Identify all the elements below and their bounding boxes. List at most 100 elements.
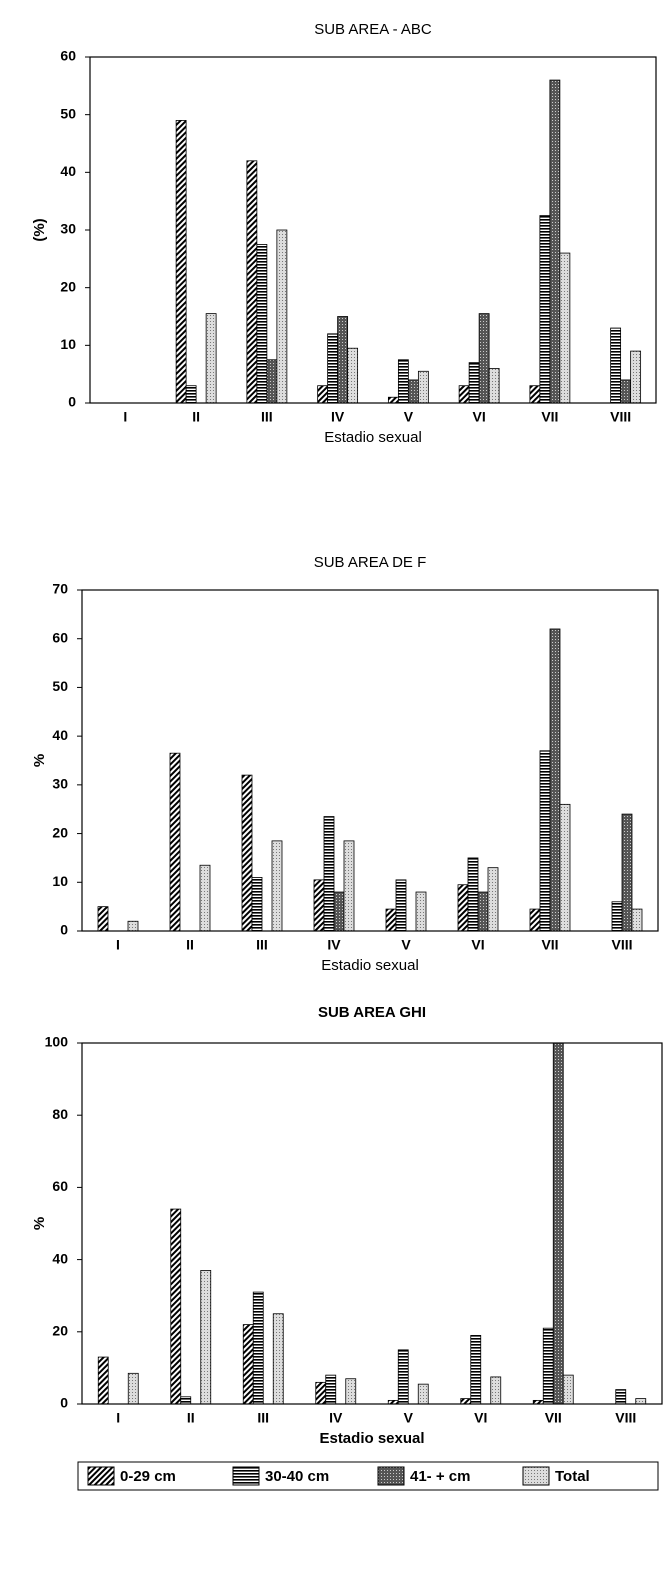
bar [97,906,109,932]
chart-title: SUB AREA DE F [314,554,427,571]
x-tick-label: II [192,409,200,425]
bar [542,1327,554,1405]
bar [552,1042,564,1405]
legend-swatch [377,1466,405,1486]
bar [621,813,633,932]
bar [529,908,541,932]
bar [325,1374,337,1405]
bar [397,1349,409,1405]
bar [470,1335,482,1405]
x-axis-label: Estadio sexual [324,429,422,446]
y-tick-label: 30 [60,221,76,237]
y-axis-label: (%) [31,218,48,241]
bar [313,879,325,932]
bar [415,891,427,932]
y-tick-label: 20 [52,824,68,840]
bar [630,350,642,404]
bar [169,752,181,932]
y-tick-label: 70 [52,581,68,597]
bar [397,359,409,404]
bar [246,160,258,404]
bar [478,313,490,404]
bar [251,877,263,932]
bar [395,879,407,932]
x-axis-label: Estadio sexual [319,1430,424,1447]
bar [242,1324,254,1405]
y-tick-label: 30 [52,776,68,792]
bar [199,864,211,932]
y-tick-label: 20 [60,278,76,294]
y-tick-label: 20 [52,1323,68,1339]
bar [611,901,623,932]
bar [175,120,187,404]
bar [458,385,470,404]
bar [345,1378,357,1405]
x-tick-label: V [404,409,414,425]
bar [337,316,349,404]
bar [549,79,561,404]
bar [127,1372,139,1405]
bar [343,840,355,932]
legend-label: 0-29 cm [120,1468,176,1485]
bar [347,347,359,404]
bar [170,1208,182,1405]
y-tick-label: 0 [68,394,76,410]
y-tick-label: 10 [52,873,68,889]
y-axis-label: % [31,754,48,767]
bar [317,385,329,404]
bar [327,333,339,404]
legend-swatch [232,1466,260,1486]
bar [620,379,632,404]
x-tick-label: III [256,937,268,953]
bar [241,774,253,932]
bar [559,803,571,932]
bar [185,385,197,404]
bar [487,867,499,932]
x-tick-label: VI [471,937,484,953]
x-tick-label: II [186,937,194,953]
bar [315,1381,327,1405]
y-tick-label: 40 [52,727,68,743]
x-tick-label: VII [545,1410,562,1426]
y-tick-label: 40 [52,1250,68,1266]
x-axis-label: Estadio sexual [321,957,419,974]
bar [467,857,479,932]
bar [333,891,345,932]
legend-swatch [87,1466,115,1486]
bar [266,359,278,404]
x-tick-label: I [116,1410,120,1426]
x-tick-label: VII [541,409,558,425]
bar [539,215,551,404]
x-tick-label: V [401,937,411,953]
plot-frame [81,1042,663,1405]
bar [477,891,489,932]
bar [272,1313,284,1405]
bar [127,920,139,932]
bar [323,816,335,932]
x-tick-label: I [123,409,127,425]
bar [276,229,288,404]
bar [417,370,429,404]
x-tick-label: IV [329,1410,343,1426]
x-tick-label: I [116,937,120,953]
bar [468,362,480,404]
bar [635,1398,647,1405]
x-tick-label: VI [474,1410,487,1426]
x-tick-label: III [261,409,273,425]
bar [562,1374,574,1405]
y-tick-label: 0 [60,1395,68,1411]
bar [385,908,397,932]
y-tick-label: 60 [52,629,68,645]
y-tick-label: 60 [60,48,76,64]
x-tick-label: VIII [615,1410,636,1426]
y-tick-label: 0 [60,922,68,938]
bar [615,1389,627,1405]
legend-label: Total [555,1468,590,1485]
legend-swatch [522,1466,550,1486]
y-tick-label: 80 [52,1106,68,1122]
y-axis-label: % [31,1217,48,1230]
bar [387,396,399,404]
bar [457,884,469,932]
bar [490,1376,502,1405]
